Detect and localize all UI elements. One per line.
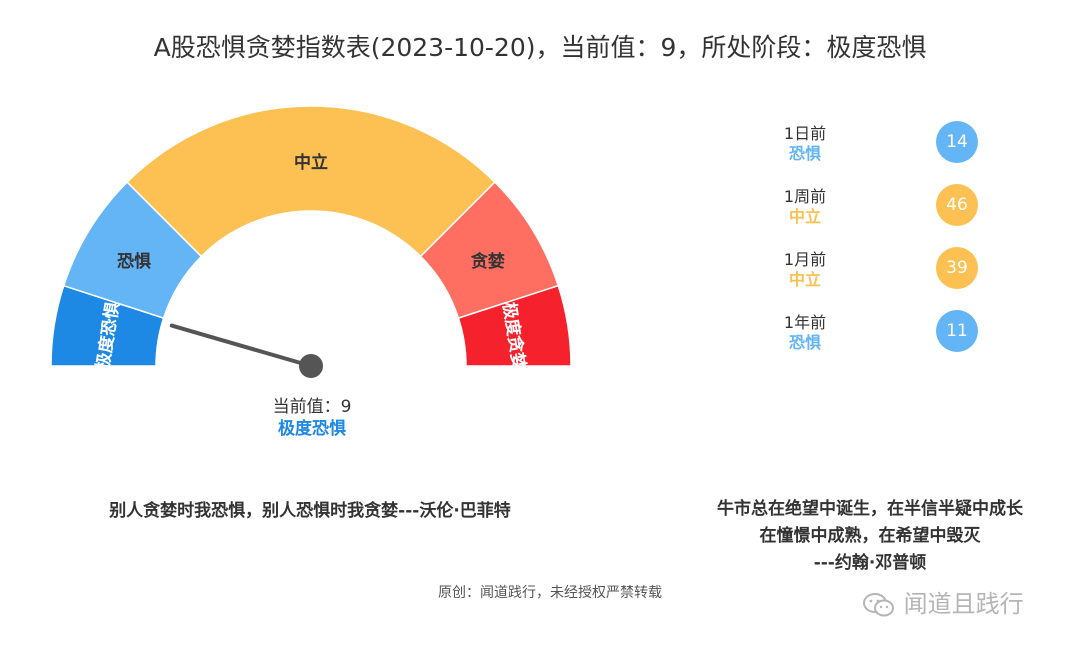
history-phase: 中立 — [788, 207, 821, 226]
history-when: 1周前 — [783, 187, 827, 206]
quote-line: ---约翰·邓普顿 — [813, 553, 927, 573]
history-value-badge: 14 — [936, 121, 978, 163]
history-item: 1周前 中立 46 — [740, 183, 1000, 229]
history-item: 1月前 中立 39 — [740, 246, 1000, 292]
quote-line: 牛市总在绝望中诞生，在半信半疑中成长 — [717, 499, 1023, 519]
wechat-icon — [863, 593, 894, 617]
buffett-quote: 别人贪婪时我恐惧，别人恐惧时我贪婪---沃伦·巴菲特 — [109, 501, 511, 521]
quote-line: 在憧憬中成熟，在希望中毁灭 — [759, 526, 981, 546]
history-value-badge: 46 — [936, 184, 978, 226]
current-phase: 极度恐惧 — [278, 419, 346, 439]
gauge-band — [126, 105, 496, 258]
history-phase: 恐惧 — [788, 333, 821, 352]
history-when: 1年前 — [783, 313, 827, 332]
history-when: 1日前 — [783, 124, 827, 143]
current-value: 当前值：9 — [272, 397, 352, 417]
gauge-band-label: 中立 — [294, 152, 328, 173]
history-value-badge: 39 — [936, 247, 978, 289]
gauge-needle — [169, 323, 313, 368]
history-item: 1日前 恐惧 14 — [740, 120, 1000, 166]
templeton-quote: 牛市总在绝望中诞生，在半信半疑中成长 在憧憬中成熟，在希望中毁灭 ---约翰·邓… — [660, 496, 1080, 577]
history-item: 1年前 恐惧 11 — [740, 309, 1000, 355]
history-phase: 恐惧 — [788, 144, 821, 163]
chart-title: A股恐惧贪婪指数表(2023-10-20)，当前值：9，所处阶段：极度恐惧 — [153, 33, 927, 62]
gauge-band-label: 恐惧 — [117, 251, 152, 272]
gauge-chart — [50, 105, 572, 378]
history-value-badge: 11 — [936, 310, 978, 352]
history-phase: 中立 — [788, 270, 821, 289]
watermark-text: 闻道且践行 — [903, 590, 1024, 618]
gauge-band — [457, 284, 572, 367]
watermark: 闻道且践行 — [862, 584, 1024, 619]
gauge-band-label: 贪婪 — [470, 251, 505, 272]
gauge-needle-hub — [299, 354, 323, 378]
history-when: 1月前 — [783, 250, 827, 269]
copyright-note: 原创：闻道践行，未经授权严禁转载 — [438, 585, 662, 601]
